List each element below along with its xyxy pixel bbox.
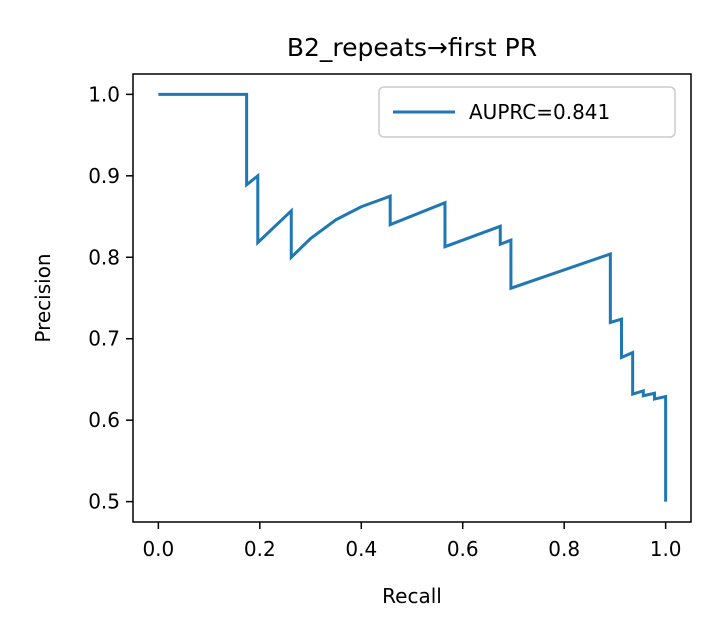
x-tick-label: 1.0 <box>650 537 682 561</box>
x-tick-label: 0.2 <box>244 537 276 561</box>
x-axis-ticks: 0.0 0.2 0.4 0.6 0.8 1.0 <box>142 522 682 561</box>
x-tick-label: 0.8 <box>548 537 580 561</box>
plot-area-frame <box>132 73 692 523</box>
y-tick-label: 0.9 <box>88 164 120 188</box>
legend-box <box>378 86 676 138</box>
y-tick-label: 0.5 <box>88 490 120 514</box>
chart-title: B2_repeats→first PR <box>287 33 537 62</box>
legend: AUPRC=0.841 <box>378 86 676 138</box>
y-tick-label: 1.0 <box>88 82 120 106</box>
y-axis-ticks: 0.5 0.6 0.7 0.8 0.9 1.0 <box>88 82 133 514</box>
legend-entry-label: AUPRC=0.841 <box>469 100 610 124</box>
y-tick-label: 0.8 <box>88 245 120 269</box>
x-tick-label: 0.6 <box>447 537 479 561</box>
x-axis-label: Recall <box>382 584 442 608</box>
y-axis-label: Precision <box>31 253 55 342</box>
x-tick-label: 0.0 <box>142 537 174 561</box>
y-tick-label: 0.6 <box>88 408 120 432</box>
y-tick-label: 0.7 <box>88 327 120 351</box>
pr-curve-line <box>158 92 668 502</box>
x-tick-label: 0.4 <box>345 537 377 561</box>
